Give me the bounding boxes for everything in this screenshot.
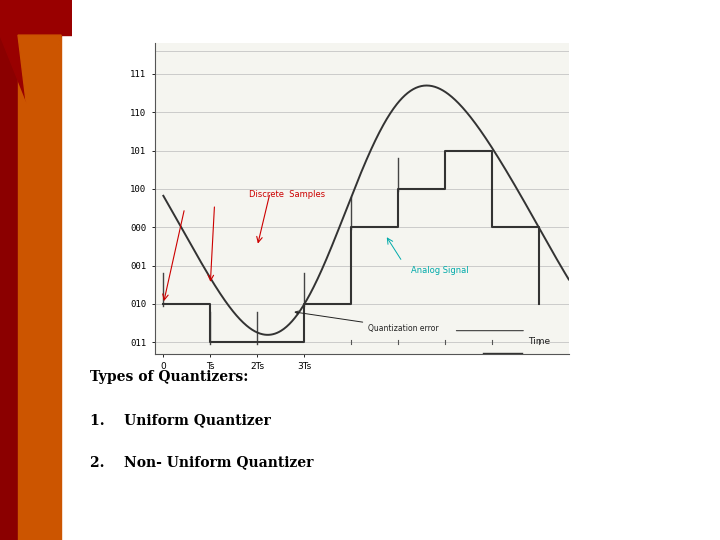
Text: Analog Signal: Analog Signal — [411, 266, 469, 275]
Text: 1.    Uniform Quantizer: 1. Uniform Quantizer — [90, 414, 271, 428]
Text: Engineered for Tomorrow: Engineered for Tomorrow — [558, 14, 698, 24]
Bar — [0, 0, 72, 35]
Text: Time: Time — [528, 337, 550, 346]
Polygon shape — [0, 35, 61, 111]
Text: Quantization error: Quantization error — [295, 311, 438, 333]
Text: Types of Quantizers:: Types of Quantizers: — [90, 370, 248, 384]
Polygon shape — [18, 35, 61, 154]
Bar — [0, 0, 18, 540]
Text: 2.    Non- Uniform Quantizer: 2. Non- Uniform Quantizer — [90, 456, 313, 470]
Text: Discrete  Samples: Discrete Samples — [248, 190, 325, 199]
Bar — [18, 0, 61, 540]
